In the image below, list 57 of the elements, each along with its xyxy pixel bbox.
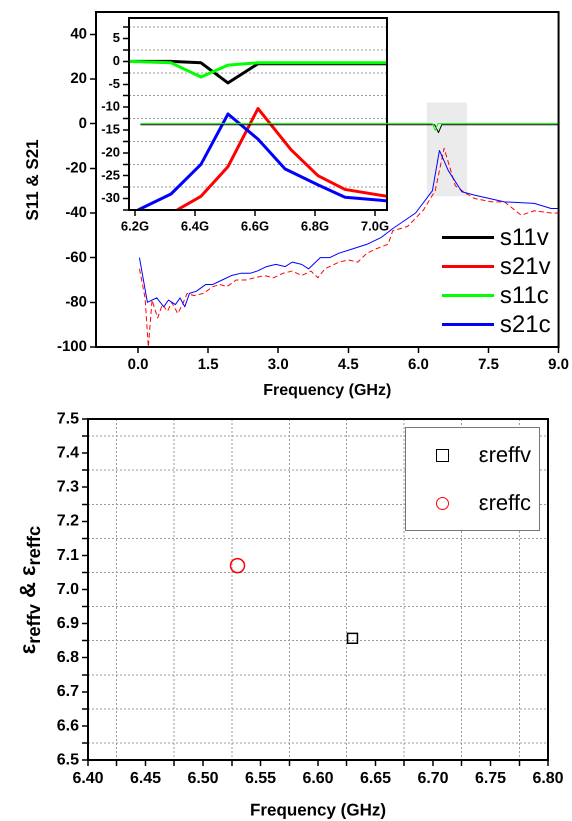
y-tick-label: -30 [101, 190, 120, 206]
y-tick-label: 0 [78, 114, 87, 132]
x-tick-label: 9.0 [548, 356, 570, 374]
y-tick-label: 20 [70, 70, 87, 88]
legend-label: εreffv [478, 442, 531, 468]
y-tick-label: -60 [65, 248, 87, 266]
y-tick-label: 7.5 [56, 410, 80, 428]
x-tick-label: 6.60 [302, 770, 334, 788]
x-tick-label: 1.5 [198, 356, 219, 374]
legend-label: s21c [500, 310, 551, 339]
x-tick-label: 6.70 [417, 770, 449, 788]
x-tick-label: 6.65 [360, 770, 392, 788]
x-tick-label: 6.50 [187, 770, 219, 788]
x-axis-title: Frequency (GHz) [250, 800, 386, 820]
x-tick-label: 7.0G [360, 218, 390, 234]
y-tick-label: 7.3 [56, 478, 80, 496]
x-tick-label: 6.0 [408, 356, 429, 374]
x-tick-label: 6.2G [120, 218, 150, 234]
x-tick-label: 3.0 [268, 356, 289, 374]
y-tick-label: -40 [65, 204, 87, 222]
y-tick-label: 6.7 [56, 683, 80, 700]
x-tick-label: 7.5 [478, 356, 499, 374]
y-tick-label: -10 [101, 98, 120, 114]
y-tick-label: -80 [65, 293, 87, 310]
y-tick-label: 40 [70, 25, 87, 42]
x-tick-label: 6.6G [240, 218, 270, 234]
y-tick-label: 7.2 [56, 512, 80, 530]
y-tick-label: 6.9 [56, 615, 80, 632]
legend-label: s21v [500, 252, 551, 281]
y-tick-label: 7.1 [56, 546, 80, 564]
y-tick-label: 7.4 [56, 444, 80, 462]
y-tick-label: 0 [112, 53, 120, 68]
y-tick-label: 6.8 [56, 649, 80, 666]
x-tick-label: 6.80 [532, 770, 564, 788]
x-tick-label: 4.5 [338, 356, 359, 374]
x-tick-label: 6.75 [474, 770, 506, 788]
legend-label: εreffc [478, 490, 531, 516]
y-tick-label: -15 [101, 122, 120, 137]
y-tick-label: 7.0 [56, 580, 80, 598]
y-tick-label: 5 [112, 30, 120, 46]
y-tick-label: -20 [65, 159, 87, 176]
x-tick-label: 6.40 [72, 770, 104, 788]
legend-label: s11v [500, 223, 549, 252]
y-tick-label: -5 [108, 76, 120, 91]
y-tick-label: 6.6 [56, 717, 80, 734]
legend-label: s11c [500, 281, 549, 310]
y-tick-label: -100 [56, 338, 87, 356]
x-tick-label: 6.8G [300, 218, 330, 234]
x-tick-label: 0.0 [128, 356, 148, 374]
x-tick-label: 6.4G [180, 218, 210, 234]
x-axis-title: Frequency (GHz) [263, 382, 392, 399]
y-tick-label: -20 [101, 144, 120, 160]
x-tick-label: 6.45 [130, 770, 162, 788]
x-tick-label: 6.55 [244, 770, 276, 788]
y-tick-label: 6.5 [56, 751, 80, 768]
y-tick-label: -25 [101, 167, 120, 182]
y-axis-title: S11 & S21 [23, 138, 43, 220]
